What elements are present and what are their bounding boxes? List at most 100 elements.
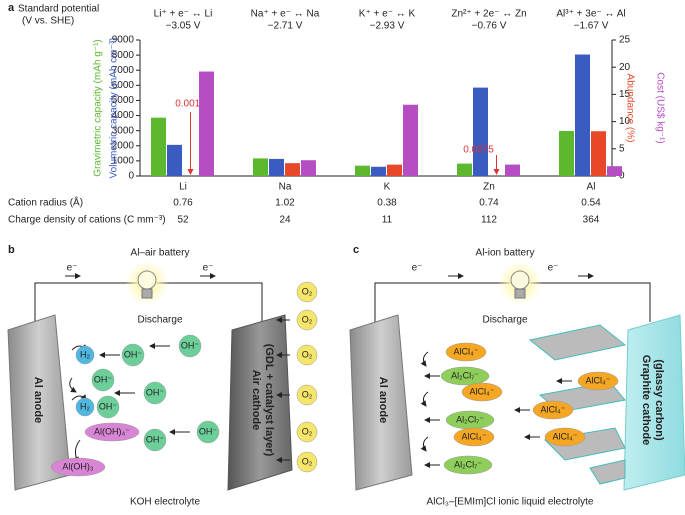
x-tick-label: K xyxy=(384,182,391,193)
species-shape xyxy=(143,381,167,405)
bar xyxy=(199,71,214,176)
reaction: Li⁺ + e⁻ ↔ Li xyxy=(154,9,213,20)
panel-label: c xyxy=(353,244,359,256)
species: O₂ xyxy=(302,286,313,296)
potential: −3.05 V xyxy=(166,21,201,32)
row-value: 0.74 xyxy=(479,198,499,209)
y-tick-label: 2000 xyxy=(112,140,135,151)
bar xyxy=(301,160,316,176)
potential-title: Standard potential xyxy=(18,4,99,15)
reaction: Zn²⁺ + 2e⁻ ↔ Zn xyxy=(451,9,526,20)
species-shape xyxy=(178,334,202,358)
bar xyxy=(167,144,182,176)
anode-label: Al anode xyxy=(377,377,389,423)
potential: −2.71 V xyxy=(268,21,303,32)
species: Al₂Cl₇⁻ xyxy=(451,370,479,380)
species: AlCl₄⁻ xyxy=(541,404,566,414)
species: AlCl₄⁻ xyxy=(462,431,487,441)
bar xyxy=(505,164,520,176)
row-label: Charge density of cations (C mm⁻³) xyxy=(8,215,166,226)
species: OH⁻ xyxy=(99,401,118,411)
reaction: K⁺ + e⁻ ↔ K xyxy=(359,9,416,20)
bar xyxy=(285,163,300,176)
y-tick-label: 7000 xyxy=(112,65,135,76)
mode: Discharge xyxy=(482,315,527,326)
species-shape xyxy=(296,309,318,331)
row-value: 11 xyxy=(382,215,393,226)
y-tick-label: 6000 xyxy=(112,80,135,91)
axis-title: Cost (US$ kg⁻¹) xyxy=(654,72,665,143)
axis-title: Gravimetric capacity (mAh g⁻¹) xyxy=(93,39,104,177)
y2-tick-label: 15 xyxy=(619,89,631,100)
y-tick-label: 4000 xyxy=(112,110,135,121)
y-tick-label: 8000 xyxy=(112,50,135,61)
y-tick-label: 9000 xyxy=(112,35,135,46)
species-shape xyxy=(143,428,167,452)
bar xyxy=(473,87,488,176)
row-value: 24 xyxy=(279,215,291,226)
electron: e⁻ xyxy=(412,263,423,274)
species: O₂ xyxy=(302,314,313,324)
x-tick-label: Zn xyxy=(483,182,495,193)
species: O₂ xyxy=(302,389,313,399)
species-shape xyxy=(532,400,574,420)
species-shape xyxy=(196,420,220,444)
electrolyte-label: KOH electrolyte xyxy=(130,497,200,508)
row-value: 1.02 xyxy=(275,198,295,209)
panel-label: a xyxy=(8,2,15,14)
row-value: 112 xyxy=(481,215,497,226)
species-shape xyxy=(296,281,318,303)
panel-b-drawing xyxy=(7,261,293,491)
potential: −2.93 V xyxy=(370,21,405,32)
mode: Discharge xyxy=(137,315,182,326)
x-tick-label: Na xyxy=(279,182,292,193)
species: O₂ xyxy=(302,426,313,436)
value-label: 0.0018 xyxy=(175,99,206,110)
potential: −1.67 V xyxy=(574,21,609,32)
bar xyxy=(575,54,590,176)
species-shape xyxy=(121,343,145,367)
species: OH⁻ xyxy=(94,374,113,384)
potential: −0.76 V xyxy=(472,21,507,32)
axis-title: Volumetric capacity (mAh cm⁻³) xyxy=(109,38,120,179)
cathode-label: (GDL + catalyst layer) xyxy=(263,344,275,457)
row-value: 0.38 xyxy=(377,198,397,209)
row-value: 0.76 xyxy=(173,198,193,209)
species: AlCl₄⁻ xyxy=(454,346,479,356)
bar xyxy=(387,164,402,176)
species-shape xyxy=(91,368,115,392)
bar xyxy=(607,166,622,176)
species-shape xyxy=(296,344,318,366)
panel-title: Al-ion battery xyxy=(476,248,535,259)
species-shape xyxy=(453,427,495,447)
species-shape xyxy=(296,384,318,406)
bar xyxy=(151,117,166,176)
bar xyxy=(403,104,418,176)
y2-tick-label: 5 xyxy=(619,143,625,154)
row-value: 364 xyxy=(583,215,600,226)
species-shape xyxy=(296,421,318,443)
y-tick-label: 1000 xyxy=(112,156,135,167)
species: OH⁻ xyxy=(199,426,218,436)
bar xyxy=(355,165,370,176)
value-label: 0.0075 xyxy=(463,145,494,156)
cathode-label: Air cathode xyxy=(250,370,262,431)
y-tick-label: 5000 xyxy=(112,95,135,106)
species: AlCl₄⁻ xyxy=(470,386,495,396)
electrolyte-label: AlCl₃–[EMIm]Cl ionic liquid electrolyte xyxy=(427,497,594,508)
species-shape xyxy=(75,397,95,417)
bar xyxy=(559,130,574,176)
row-value: 52 xyxy=(177,215,189,226)
species: H₂ xyxy=(80,401,90,411)
species: OH⁻ xyxy=(146,434,165,444)
species: AlCl₄⁻ xyxy=(586,375,611,385)
y2-tick-label: 25 xyxy=(619,35,631,46)
species: Al₂Cl₇⁻ xyxy=(454,459,482,469)
species: O₂ xyxy=(302,349,313,359)
species: Al₂Cl₇⁻ xyxy=(456,414,484,424)
panel-title: Al–air battery xyxy=(131,248,190,259)
reaction: Al³⁺ + 3e⁻ ↔ Al xyxy=(556,9,625,20)
species-shape xyxy=(84,422,140,442)
species-shape xyxy=(96,395,120,419)
electron: e⁻ xyxy=(67,263,78,274)
